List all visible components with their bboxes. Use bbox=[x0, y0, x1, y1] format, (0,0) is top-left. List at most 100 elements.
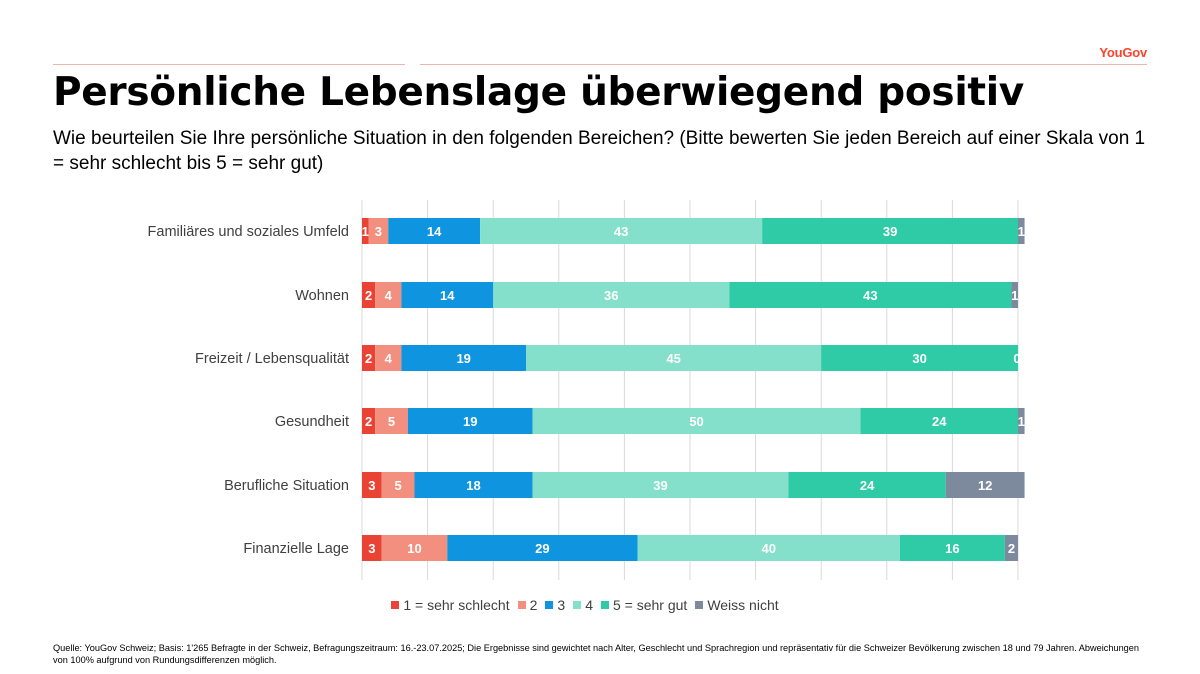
bar-segment bbox=[368, 218, 389, 244]
bar-segment bbox=[637, 535, 900, 561]
bar-segment bbox=[945, 472, 1025, 498]
data-label: 2 bbox=[365, 414, 372, 429]
legend-item: Weiss nicht bbox=[695, 597, 779, 613]
data-label: 1 bbox=[1018, 414, 1025, 429]
data-label: 2 bbox=[1008, 541, 1015, 556]
bar-segment bbox=[362, 218, 369, 244]
bar-segment bbox=[381, 472, 415, 498]
data-label: 2 bbox=[365, 288, 372, 303]
data-label: 18 bbox=[466, 478, 480, 493]
category-label: Berufliche Situation bbox=[224, 478, 349, 494]
data-label: 3 bbox=[375, 224, 382, 239]
page-title: Persönliche Lebenslage überwiegend posit… bbox=[53, 70, 1024, 115]
bar-segment bbox=[362, 345, 376, 371]
legend-item: 1 = sehr schlecht bbox=[391, 597, 510, 613]
data-label: 19 bbox=[456, 351, 470, 366]
legend-item: 5 = sehr gut bbox=[600, 597, 688, 613]
data-label: 5 bbox=[388, 414, 395, 429]
bar-segment bbox=[362, 535, 382, 561]
data-label: 50 bbox=[689, 414, 703, 429]
page-subtitle: Wie beurteilen Sie Ihre persönliche Situ… bbox=[53, 128, 1146, 174]
bar-segment bbox=[480, 218, 763, 244]
bar-segment bbox=[388, 218, 481, 244]
bar-segment bbox=[532, 472, 789, 498]
bar-segment bbox=[532, 408, 861, 434]
data-label: 5 bbox=[394, 478, 401, 493]
bar-segment bbox=[381, 535, 448, 561]
data-label: 14 bbox=[440, 288, 455, 303]
data-label: 0 bbox=[1013, 351, 1020, 366]
legend-swatch bbox=[573, 601, 582, 609]
data-label: 19 bbox=[463, 414, 477, 429]
bar-segment bbox=[362, 282, 376, 308]
data-label: 3 bbox=[368, 541, 375, 556]
data-label: 4 bbox=[385, 288, 393, 303]
data-label: 40 bbox=[761, 541, 775, 556]
category-label: Gesundheit bbox=[275, 414, 349, 430]
data-label: 24 bbox=[932, 414, 947, 429]
bar-segment bbox=[1004, 535, 1018, 561]
category-label: Freizeit / Lebensqualität bbox=[195, 351, 349, 367]
data-label: 1 bbox=[362, 224, 369, 239]
data-label: 10 bbox=[407, 541, 421, 556]
bar-segment bbox=[375, 282, 402, 308]
bar-segment bbox=[1011, 282, 1018, 308]
category-label: Wohnen bbox=[295, 288, 349, 304]
data-label: 14 bbox=[427, 224, 442, 239]
legend-label: 2 bbox=[529, 597, 538, 613]
data-label: 36 bbox=[604, 288, 618, 303]
legend-item: 4 bbox=[573, 597, 593, 613]
legend-label: 1 = sehr schlecht bbox=[403, 597, 510, 613]
legend-item: 3 bbox=[545, 597, 565, 613]
data-label: 39 bbox=[883, 224, 897, 239]
data-label: 16 bbox=[945, 541, 959, 556]
bar-segment bbox=[362, 408, 376, 434]
data-label: 43 bbox=[614, 224, 628, 239]
header-rule-right bbox=[420, 64, 1147, 65]
data-label: 45 bbox=[666, 351, 680, 366]
category-label: Finanzielle Lage bbox=[243, 541, 349, 557]
bar-segment bbox=[788, 472, 946, 498]
header-rule-left bbox=[53, 64, 405, 65]
data-label: 4 bbox=[385, 351, 393, 366]
legend-swatch bbox=[517, 601, 526, 609]
legend-swatch bbox=[391, 601, 400, 609]
chart-gridlines bbox=[361, 200, 1019, 580]
data-label: 24 bbox=[860, 478, 875, 493]
data-label: 12 bbox=[978, 478, 992, 493]
legend-swatch bbox=[545, 601, 554, 609]
category-label: Familiäres und soziales Umfeld bbox=[148, 224, 349, 240]
data-label: 3 bbox=[368, 478, 375, 493]
data-label: 1 bbox=[1011, 288, 1018, 303]
legend-label: 3 bbox=[557, 597, 566, 613]
legend-swatch bbox=[695, 601, 704, 609]
bar-segment bbox=[860, 408, 1018, 434]
bar-segment bbox=[414, 472, 533, 498]
bar-segment bbox=[1018, 218, 1025, 244]
bar-segment bbox=[362, 472, 382, 498]
bar-segment bbox=[401, 345, 526, 371]
source-footnote: Quelle: YouGov Schweiz; Basis: 1'265 Bef… bbox=[53, 643, 1140, 665]
bar-segment bbox=[1018, 408, 1025, 434]
bar-segment bbox=[729, 282, 1012, 308]
bar-segment bbox=[407, 408, 533, 434]
data-label: 29 bbox=[535, 541, 549, 556]
bar-segment bbox=[447, 535, 638, 561]
bar-segment bbox=[493, 282, 730, 308]
chart-legend: 1 = sehr schlecht 2 3 4 5 = sehr gut Weiss ni… bbox=[0, 597, 1170, 613]
data-label: 43 bbox=[863, 288, 877, 303]
bar-segment bbox=[375, 408, 408, 434]
bar-segment bbox=[821, 345, 1018, 371]
chart-bars: 1 3 14 43 39 12 4 14 36 43 12 4 19 45 30 02 5 19 50 24 13 5 18… bbox=[362, 218, 1025, 561]
data-label: 39 bbox=[653, 478, 667, 493]
bar-segment bbox=[401, 282, 494, 308]
bar-segment bbox=[526, 345, 822, 371]
legend-item: 2 bbox=[517, 597, 538, 613]
data-label: 1 bbox=[1018, 224, 1025, 239]
legend-swatch bbox=[600, 601, 609, 609]
legend-label: 5 = sehr gut bbox=[612, 597, 688, 613]
data-label: 2 bbox=[365, 351, 372, 366]
bar-segment bbox=[375, 345, 402, 371]
bar-segment bbox=[899, 535, 1005, 561]
